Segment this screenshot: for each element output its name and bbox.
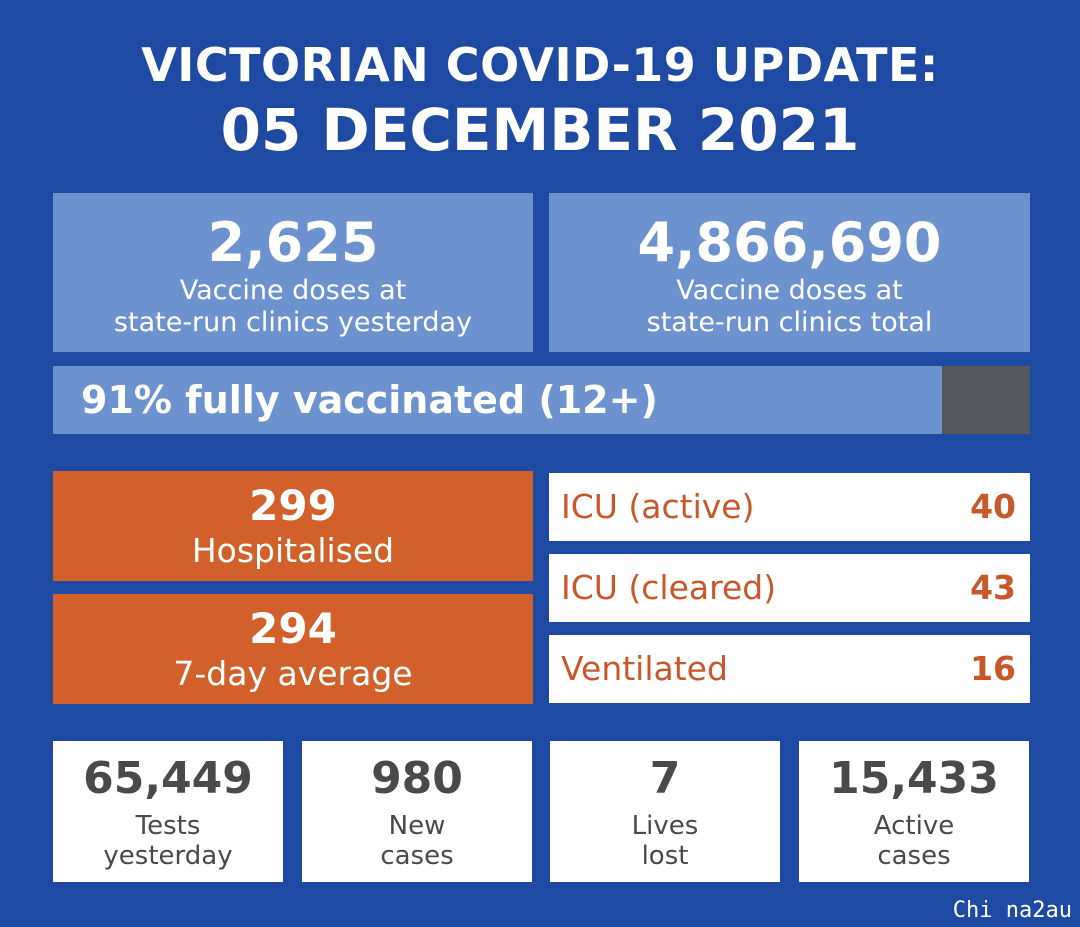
- icu-cleared-label: ICU (cleared): [561, 568, 777, 607]
- ventilated-label: Ventilated: [561, 649, 728, 688]
- vaccine-doses-yesterday-label-line2: state-run clinics yesterday: [113, 307, 473, 338]
- lives-lost-label-line2: lost: [641, 841, 689, 871]
- fully-vaccinated-progress-bar: 91% fully vaccinated (12+): [53, 366, 1030, 434]
- vaccine-doses-yesterday-value: 2,625: [207, 211, 379, 274]
- hospitalised-card: 299 Hospitalised: [53, 471, 533, 581]
- fully-vaccinated-progress-fill: [53, 366, 943, 434]
- lives-lost-card: 7 Lives lost: [550, 741, 780, 882]
- vaccine-doses-yesterday-card: 2,625 Vaccine doses at state-run clinics…: [53, 193, 533, 352]
- vaccine-doses-total-value: 4,866,690: [637, 211, 942, 274]
- active-cases-card: 15,433 Active cases: [799, 741, 1029, 882]
- lives-lost-value: 7: [649, 753, 681, 804]
- active-cases-value: 15,433: [829, 753, 999, 804]
- tests-yesterday-value: 65,449: [83, 753, 253, 804]
- vaccine-doses-total-label-line2: state-run clinics total: [646, 307, 933, 338]
- lives-lost-label-line1: Lives: [631, 811, 699, 841]
- page-title: VICTORIAN COVID-19 UPDATE:: [141, 38, 939, 92]
- vaccine-doses-total-label-line1: Vaccine doses at: [676, 275, 903, 306]
- icu-active-row: ICU (active) 40: [549, 473, 1030, 541]
- vaccine-doses-total-card: 4,866,690 Vaccine doses at state-run cli…: [549, 193, 1030, 352]
- active-cases-label-line1: Active: [873, 811, 955, 841]
- new-cases-value: 980: [371, 753, 463, 804]
- icu-cleared-value: 43: [970, 568, 1016, 607]
- fully-vaccinated-label: 91% fully vaccinated (12+): [81, 378, 658, 422]
- new-cases-card: 980 New cases: [302, 741, 532, 882]
- hospitalised-value: 299: [249, 481, 337, 530]
- icu-active-label: ICU (active): [561, 487, 755, 526]
- new-cases-label-line2: cases: [380, 841, 454, 871]
- icu-active-value: 40: [970, 487, 1016, 526]
- tests-yesterday-label-line1: Tests: [135, 811, 201, 841]
- watermark: Chi na2au: [952, 898, 1072, 923]
- tests-yesterday-label-line2: yesterday: [103, 841, 233, 871]
- hospitalised-label: Hospitalised: [191, 531, 395, 570]
- seven-day-average-value: 294: [249, 604, 337, 653]
- seven-day-average-card: 294 7-day average: [53, 594, 533, 704]
- ventilated-row: Ventilated 16: [549, 635, 1030, 703]
- new-cases-label-line1: New: [388, 811, 446, 841]
- ventilated-value: 16: [970, 649, 1016, 688]
- icu-cleared-row: ICU (cleared) 43: [549, 554, 1030, 622]
- vaccine-doses-yesterday-label-line1: Vaccine doses at: [179, 275, 407, 306]
- active-cases-label-line2: cases: [877, 841, 951, 871]
- tests-yesterday-card: 65,449 Tests yesterday: [53, 741, 283, 882]
- update-date: 05 DECEMBER 2021: [220, 96, 860, 164]
- seven-day-average-label: 7-day average: [173, 654, 413, 693]
